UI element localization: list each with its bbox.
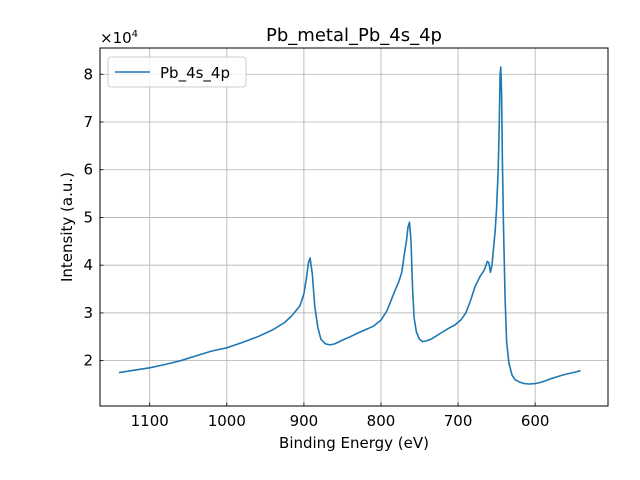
legend: Pb_4s_4p bbox=[107, 56, 247, 88]
plot-area-frame bbox=[99, 47, 609, 407]
data-series bbox=[118, 66, 581, 385]
x-tick-label: 700 bbox=[444, 412, 473, 430]
x-tick-label: 800 bbox=[367, 412, 396, 430]
y-tick-label: 5 bbox=[83, 208, 93, 226]
y-tick-label: 4 bbox=[83, 256, 93, 274]
axis-ticks: 1100 1000 900 800 700 600 2 3 4 5 6 7 8 bbox=[83, 65, 549, 430]
y-axis-label: Intensity (a.u.) bbox=[58, 172, 76, 282]
grid-lines bbox=[100, 48, 608, 406]
y-axis-multiplier-exponent: 4 bbox=[132, 29, 138, 40]
y-tick-label: 2 bbox=[83, 352, 93, 370]
x-tick-label: 1100 bbox=[131, 412, 169, 430]
y-tick-label: 7 bbox=[83, 113, 93, 131]
x-axis-label: Binding Energy (eV) bbox=[279, 434, 429, 452]
chart-title: Pb_metal_Pb_4s_4p bbox=[266, 25, 442, 46]
series-line bbox=[118, 66, 581, 385]
legend-label: Pb_4s_4p bbox=[160, 64, 230, 83]
x-tick-label: 600 bbox=[521, 412, 550, 430]
x-tick-label: 1000 bbox=[208, 412, 246, 430]
y-axis-multiplier: ×104 bbox=[100, 29, 138, 47]
x-tick-label: 900 bbox=[290, 412, 319, 430]
y-tick-label: 3 bbox=[83, 304, 93, 322]
y-axis-multiplier-base: ×10 bbox=[100, 29, 132, 47]
y-tick-label: 8 bbox=[83, 65, 93, 83]
y-tick-label: 6 bbox=[83, 161, 93, 179]
legend-box bbox=[107, 56, 247, 88]
